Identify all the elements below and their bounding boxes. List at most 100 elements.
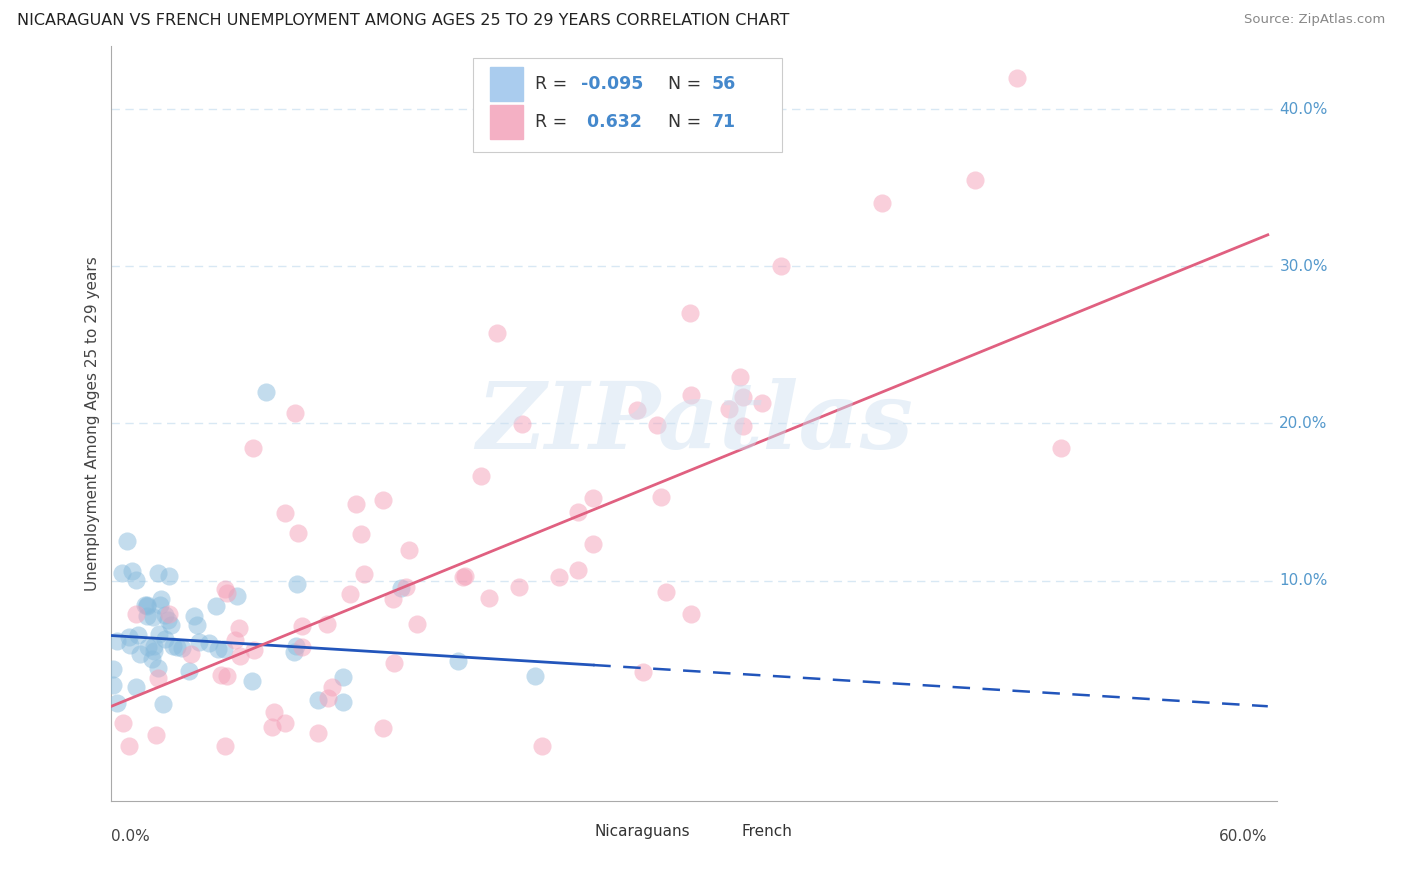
Point (240, 674, 263, 689)
Point (581, 491, 603, 505)
Point (142, 640, 165, 654)
Point (394, 580, 416, 594)
Y-axis label: Unemployment Among Ages 25 to 29 years: Unemployment Among Ages 25 to 29 years (86, 256, 100, 591)
Point (118, 631, 141, 645)
Point (681, 607, 703, 621)
Point (291, 619, 314, 633)
Text: 0.0%: 0.0% (111, 829, 150, 844)
Text: 56: 56 (711, 75, 737, 94)
Point (198, 635, 221, 649)
Point (382, 592, 405, 607)
Point (217, 586, 239, 600)
Point (633, 665, 655, 680)
Point (454, 569, 477, 583)
Point (770, 259, 793, 273)
Text: 60.0%: 60.0% (1219, 829, 1268, 844)
Point (650, 490, 672, 504)
Text: 20.0%: 20.0% (1279, 416, 1327, 431)
Point (262, 721, 284, 735)
Text: -0.095: -0.095 (581, 75, 644, 94)
Bar (561, 818, 586, 845)
FancyBboxPatch shape (472, 58, 782, 152)
Point (136, 599, 159, 613)
Point (146, 661, 169, 675)
Point (332, 670, 354, 684)
Point (453, 570, 475, 584)
Text: Nicaraguans: Nicaraguans (595, 823, 690, 838)
Point (582, 537, 605, 551)
Text: 30.0%: 30.0% (1279, 259, 1327, 274)
Point (548, 570, 571, 584)
Point (146, 566, 169, 581)
Point (405, 616, 427, 631)
Point (508, 580, 530, 594)
Bar (709, 818, 734, 845)
Point (183, 609, 205, 624)
Text: 71: 71 (711, 113, 735, 131)
Point (371, 721, 394, 735)
Point (152, 697, 174, 711)
Point (142, 610, 165, 624)
Point (124, 680, 146, 694)
Point (103, 662, 125, 676)
Point (626, 402, 648, 417)
Point (148, 627, 170, 641)
Point (157, 607, 180, 621)
Point (217, 669, 239, 683)
Point (177, 664, 200, 678)
Point (105, 696, 128, 710)
Point (153, 632, 176, 647)
Text: Source: ZipAtlas.com: Source: ZipAtlas.com (1244, 13, 1385, 27)
Point (118, 739, 141, 753)
Point (134, 599, 156, 613)
Point (188, 635, 211, 649)
Point (162, 640, 184, 654)
Point (149, 598, 172, 612)
Point (242, 441, 264, 455)
Bar (491, 67, 523, 102)
Point (470, 468, 492, 483)
Point (105, 633, 128, 648)
Point (344, 497, 367, 511)
Point (567, 563, 589, 577)
Point (717, 402, 740, 417)
Point (486, 326, 509, 340)
Point (127, 628, 149, 642)
Point (125, 573, 148, 587)
Point (160, 618, 183, 632)
Text: 0.632: 0.632 (581, 113, 643, 131)
Point (229, 648, 252, 663)
Text: N =: N = (668, 75, 706, 94)
Point (153, 607, 176, 622)
Point (111, 566, 134, 580)
Point (447, 654, 470, 668)
Point (316, 690, 339, 705)
Point (112, 716, 135, 731)
Point (524, 668, 547, 682)
Point (129, 648, 152, 662)
Text: R =: R = (534, 113, 572, 131)
Text: 40.0%: 40.0% (1279, 102, 1327, 117)
Text: ZIPatlas: ZIPatlas (475, 378, 912, 468)
Point (180, 647, 202, 661)
Point (254, 384, 277, 399)
Point (157, 613, 180, 627)
Point (214, 642, 236, 657)
Point (510, 417, 533, 431)
Text: 10.0%: 10.0% (1279, 573, 1327, 588)
Point (382, 656, 405, 670)
Point (531, 739, 554, 753)
Point (136, 599, 159, 614)
Point (284, 406, 307, 420)
Point (150, 591, 173, 606)
Point (214, 582, 236, 596)
Point (645, 418, 668, 433)
Point (728, 370, 751, 384)
Point (285, 576, 308, 591)
Point (1050, 442, 1073, 456)
Point (373, 493, 395, 508)
Point (207, 642, 229, 657)
Point (389, 581, 412, 595)
Point (316, 617, 339, 632)
Point (157, 568, 180, 582)
